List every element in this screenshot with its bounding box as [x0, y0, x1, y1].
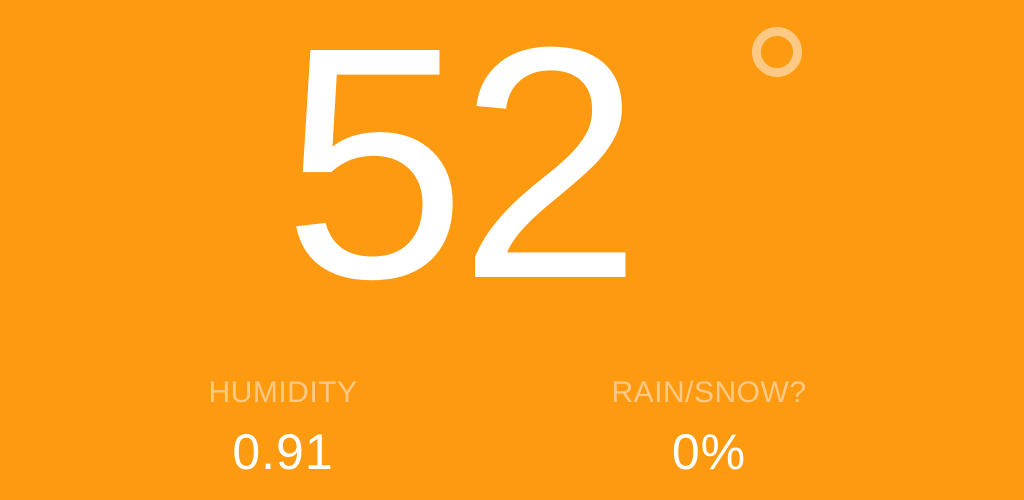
humidity-stat: HUMIDITY 0.91	[133, 376, 433, 480]
humidity-value: 0.91	[232, 424, 334, 480]
temperature-display: 52	[283, 0, 802, 328]
precipitation-label: RAIN/SNOW?	[611, 376, 807, 409]
precipitation-value: 0%	[671, 424, 747, 480]
humidity-label: HUMIDITY	[208, 376, 358, 409]
degree-icon	[752, 27, 802, 77]
precipitation-stat: RAIN/SNOW? 0%	[559, 376, 859, 480]
temperature-value: 52	[283, 0, 642, 347]
